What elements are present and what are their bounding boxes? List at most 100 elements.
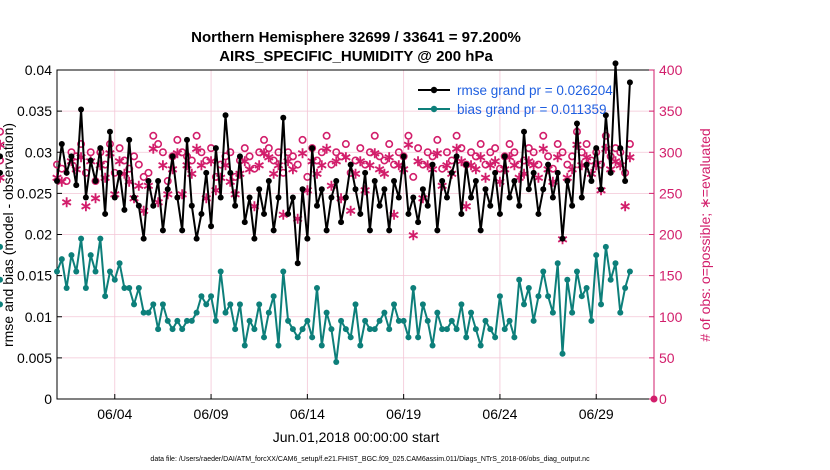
bias-point	[530, 317, 537, 324]
possible-obs-marker	[491, 144, 500, 153]
bias-point	[54, 268, 60, 275]
y-right-tick-label: 150	[659, 268, 683, 284]
evaluated-obs-marker: ∗	[407, 227, 420, 244]
bias-point	[540, 268, 547, 275]
evaluated-obs-marker: ∗	[373, 161, 386, 178]
bias-point	[521, 301, 528, 308]
rmse-point	[294, 260, 301, 267]
rmse-point	[313, 202, 320, 209]
rmse-point	[97, 145, 104, 152]
rmse-point	[559, 235, 566, 242]
possible-obs-marker	[298, 135, 307, 144]
evaluated-obs-marker: ∗	[330, 153, 343, 170]
evaluated-obs-marker: ∗	[431, 145, 444, 162]
evaluated-obs-marker: ∗	[479, 169, 492, 186]
rmse-point	[87, 157, 94, 164]
series-layer: ∗∗∗∗∗∗∗∗∗∗∗∗∗∗∗∗∗∗∗∗∗∗∗∗∗∗∗∗∗∗∗∗∗∗∗∗∗∗∗∗…	[0, 60, 658, 403]
rmse-point	[535, 210, 542, 217]
bias-point	[463, 334, 470, 341]
rmse-point	[506, 194, 513, 201]
rmse-point	[265, 178, 272, 185]
possible-obs-marker	[130, 152, 139, 161]
evaluated-obs-marker: ∗	[368, 145, 381, 162]
rmse-point	[347, 161, 354, 168]
rmse-point	[376, 202, 383, 209]
bias-line	[56, 237, 631, 363]
bias-point	[203, 301, 210, 308]
evaluated-obs-marker: ∗	[60, 194, 73, 211]
evaluated-obs-marker: ∗	[344, 202, 357, 219]
possible-obs-marker	[370, 131, 379, 140]
possible-obs-marker	[394, 148, 403, 157]
rmse-point	[323, 227, 330, 234]
possible-obs-marker	[226, 148, 235, 157]
rmse-point	[208, 223, 215, 230]
possible-obs-marker	[582, 140, 591, 149]
evaluated-obs-marker: ∗	[503, 149, 516, 166]
x-axis: 06/04 06/09 06/14 06/19 06/24 06/29	[97, 394, 614, 422]
possible-obs-marker	[115, 144, 124, 153]
possible-obs-marker	[134, 160, 143, 169]
rmse-point	[63, 169, 70, 176]
bias-point	[217, 268, 224, 275]
rmse-point	[516, 202, 523, 209]
evaluated-obs-marker: ∗	[508, 157, 521, 174]
evaluated-obs-marker: ∗	[263, 149, 276, 166]
possible-obs-marker	[481, 160, 490, 169]
rmse-point	[309, 145, 316, 152]
bias-point	[78, 235, 85, 242]
bias-point	[131, 301, 138, 308]
bias-point	[405, 334, 412, 341]
rmse-point	[400, 153, 407, 160]
possible-obs-marker	[428, 152, 437, 161]
bias-point	[391, 301, 398, 308]
bias-point	[87, 252, 94, 259]
possible-obs-marker	[0, 127, 4, 136]
bias-point	[554, 260, 561, 267]
rmse-point	[73, 182, 80, 189]
bias-point	[496, 293, 503, 300]
rmse-point	[150, 202, 157, 209]
rmse-point	[434, 227, 441, 234]
possible-obs-marker	[293, 160, 302, 169]
rmse-point	[270, 227, 277, 234]
possible-obs-marker	[390, 160, 399, 169]
rmse-point	[395, 194, 402, 201]
bias-point	[246, 317, 253, 324]
possible-obs-marker	[144, 168, 153, 177]
possible-obs-marker	[158, 148, 167, 157]
y-right-tick-label: 400	[659, 62, 683, 78]
evaluated-obs-marker: ∗	[551, 149, 564, 166]
rmse-point	[198, 210, 205, 217]
bias-point	[236, 301, 243, 308]
possible-obs-marker	[149, 131, 158, 140]
bias-point	[0, 243, 3, 250]
possible-obs-marker	[52, 160, 61, 169]
possible-obs-marker	[337, 152, 346, 161]
evaluated-obs-marker: ∗	[450, 141, 463, 158]
evaluated-obs-marker: ∗	[354, 153, 367, 170]
rmse-point	[164, 186, 171, 193]
possible-obs-marker	[375, 152, 384, 161]
bias-point	[111, 276, 118, 283]
bias-point	[140, 309, 147, 316]
bias-point	[429, 342, 436, 349]
possible-obs-marker	[365, 148, 374, 157]
bias-point	[492, 334, 499, 341]
y-left-tick-label: 0.01	[25, 309, 52, 325]
bias-point	[198, 293, 205, 300]
rmse-point	[391, 178, 398, 185]
bias-point	[193, 309, 200, 316]
bias-point	[352, 301, 359, 308]
possible-obs-marker	[327, 160, 336, 169]
bias-point	[362, 317, 369, 324]
possible-obs-marker	[356, 144, 365, 153]
legend-rmse-marker	[430, 86, 438, 94]
possible-obs-marker	[563, 160, 572, 169]
rmse-point	[333, 178, 340, 185]
bias-point	[477, 342, 484, 349]
evaluated-obs-marker: ∗	[474, 149, 487, 166]
evaluated-obs-marker: ∗	[527, 157, 540, 174]
evaluated-obs-marker: ∗	[243, 161, 256, 178]
rmse-point	[598, 186, 605, 193]
